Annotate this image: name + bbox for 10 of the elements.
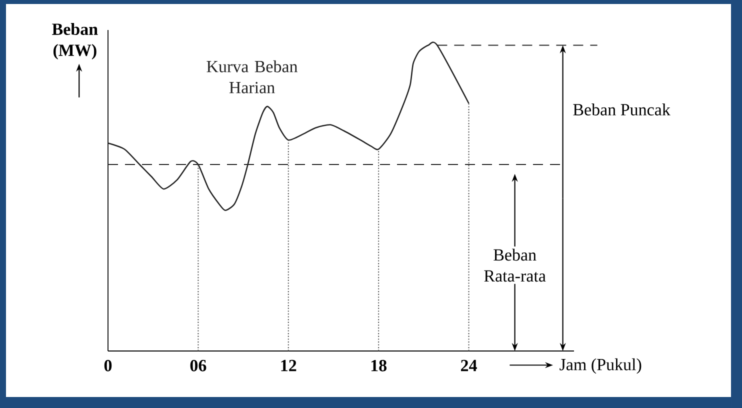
- annotation: Beban Rata-rata: [484, 248, 546, 282]
- x-axis-title: Jam (Pukul): [560, 358, 642, 374]
- y-axis-title: Beban (MW): [52, 23, 98, 60]
- x-tick-label: 0: [104, 360, 112, 372]
- x-tick-label: 12: [281, 360, 296, 372]
- x-tick-label: 06: [190, 360, 206, 372]
- x-tick-label: 24: [460, 360, 477, 372]
- annotation: Beban Puncak: [573, 104, 670, 116]
- x-tick-label: 18: [371, 360, 387, 372]
- series-label: Kurva Beban Harian: [206, 60, 298, 94]
